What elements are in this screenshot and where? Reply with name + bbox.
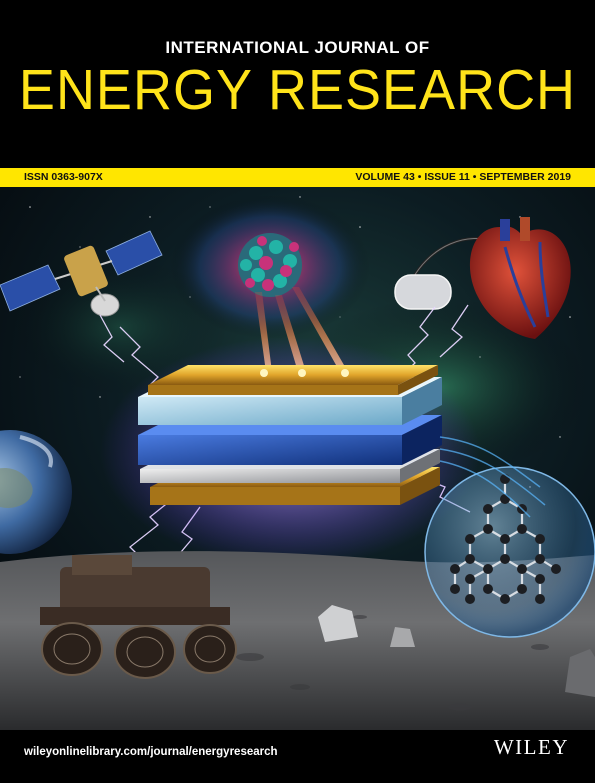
earth-icon (0, 430, 72, 554)
volume-issue-date: VOLUME 43 • ISSUE 11 • SEPTEMBER 2019 (355, 171, 571, 183)
cover-illustration (0, 187, 595, 730)
issue-bar: ISSN 0363-907X VOLUME 43 • ISSUE 11 • SE… (0, 168, 595, 187)
battery-stack-icon (138, 365, 442, 505)
publisher-logo: WILEY (493, 735, 569, 759)
heart-icon (469, 217, 571, 339)
atom-cluster-icon (238, 233, 302, 297)
journal-url[interactable]: wileyonlinelibrary.com/journal/energyres… (24, 746, 278, 758)
journal-title-line1: INTERNATIONAL JOURNAL OF (165, 38, 430, 57)
journal-title-line2: ENERGY RESEARCH (18, 58, 577, 122)
satellite-icon (0, 230, 163, 317)
pacemaker-icon (394, 237, 496, 310)
footer: wileyonlinelibrary.com/journal/energyres… (0, 730, 595, 783)
issn-label: ISSN 0363-907X (24, 171, 103, 183)
masthead: INTERNATIONAL JOURNAL OF ENERGY RESEARCH (0, 0, 595, 168)
rock-icon (318, 605, 595, 697)
diamond-lattice-icon (424, 466, 595, 638)
lunar-rover-icon (40, 555, 237, 679)
